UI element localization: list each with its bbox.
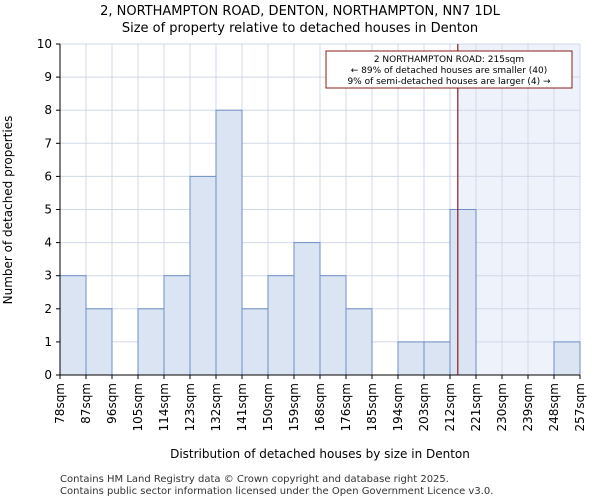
x-tick-label: 257sqm xyxy=(573,383,587,431)
chart-subtitle: Size of property relative to detached ho… xyxy=(122,21,478,36)
x-tick-label: 150sqm xyxy=(261,383,275,431)
x-tick-label: 176sqm xyxy=(339,383,353,431)
x-axis-label: Distribution of detached houses by size … xyxy=(170,447,470,461)
x-tick-label: 221sqm xyxy=(469,383,483,431)
x-tick-label: 159sqm xyxy=(287,383,301,431)
histogram-bar xyxy=(59,275,87,376)
histogram-bar xyxy=(553,341,581,376)
histogram-bar xyxy=(345,308,373,376)
annotation-line: ← 89% of detached houses are smaller (40… xyxy=(351,66,548,76)
x-tick-label: 132sqm xyxy=(209,383,223,431)
y-axis-label: Number of detached properties xyxy=(1,116,15,305)
histogram-bar xyxy=(137,308,165,376)
y-tick-label: 9 xyxy=(44,70,52,84)
y-tick-label: 6 xyxy=(44,169,52,183)
histogram-bar xyxy=(241,308,269,376)
x-tick-label: 141sqm xyxy=(235,383,249,431)
x-tick-label: 185sqm xyxy=(365,383,379,431)
x-tick-label: 78sqm xyxy=(53,383,67,424)
x-tick-label: 123sqm xyxy=(183,383,197,431)
histogram-bar xyxy=(319,275,347,376)
y-tick-label: 4 xyxy=(44,236,52,250)
histogram-bar xyxy=(85,308,113,376)
footer-line-2: Contains public sector information licen… xyxy=(60,486,493,497)
histogram-bar xyxy=(293,242,321,376)
y-tick-label: 7 xyxy=(44,136,52,150)
histogram-bar xyxy=(397,341,425,376)
y-tick-label: 3 xyxy=(44,269,52,283)
annotation-box xyxy=(325,50,573,89)
x-tick-label: 248sqm xyxy=(547,383,561,431)
y-tick-label: 0 xyxy=(44,368,52,382)
histogram-bar xyxy=(423,341,451,376)
x-tick-label: 230sqm xyxy=(495,383,509,431)
y-tick-label: 10 xyxy=(37,37,52,51)
y-tick-label: 2 xyxy=(44,302,52,316)
footer-line-1: Contains HM Land Registry data © Crown c… xyxy=(60,474,449,485)
x-tick-label: 87sqm xyxy=(79,383,93,424)
histogram-bar xyxy=(267,275,295,376)
y-tick-label: 1 xyxy=(44,335,52,349)
x-tick-label: 194sqm xyxy=(391,383,405,431)
x-tick-label: 96sqm xyxy=(105,383,119,424)
annotation-line: 2 NORTHAMPTON ROAD: 215sqm xyxy=(374,55,524,65)
x-tick-label: 212sqm xyxy=(443,383,457,431)
annotation-line: 9% of semi-detached houses are larger (4… xyxy=(347,77,551,87)
histogram-bar xyxy=(449,209,477,376)
x-tick-label: 168sqm xyxy=(313,383,327,431)
y-tick-label: 5 xyxy=(44,203,52,217)
plot-area: 0 1 2 3 4 5 6 7 8 9 10 78sqm 87sqm 96sqm 105sqm 114sqm 1… xyxy=(37,37,587,431)
x-tick-label: 203sqm xyxy=(417,383,431,431)
histogram-bar xyxy=(163,275,191,376)
chart-title: 2, NORTHAMPTON ROAD, DENTON, NORTHAMPTON… xyxy=(100,4,501,19)
x-tick-label: 239sqm xyxy=(521,383,535,431)
x-tick-label: 114sqm xyxy=(157,383,171,431)
histogram-bar xyxy=(189,175,217,376)
x-tick-label: 105sqm xyxy=(131,383,145,431)
histogram-bar xyxy=(215,109,243,376)
y-tick-label: 8 xyxy=(44,103,52,117)
